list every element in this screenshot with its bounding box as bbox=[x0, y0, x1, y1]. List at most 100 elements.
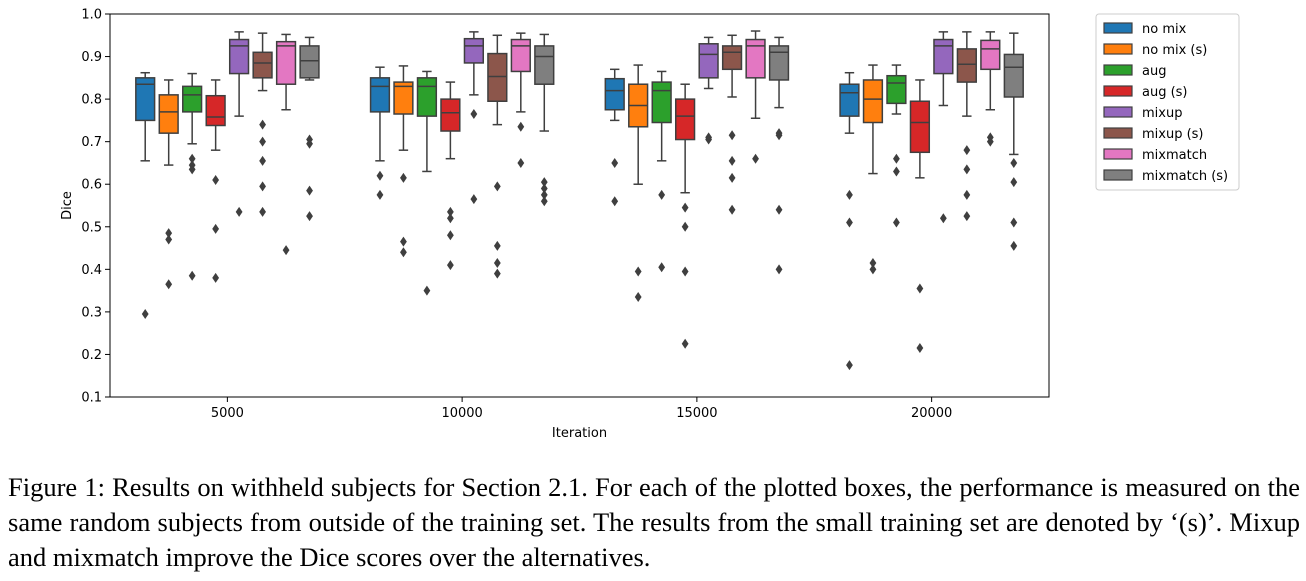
outlier-point bbox=[165, 279, 173, 290]
outlier-point bbox=[963, 145, 971, 156]
outlier-point bbox=[681, 338, 689, 349]
outlier-point bbox=[634, 266, 642, 277]
x-tick-label: 5000 bbox=[211, 406, 244, 421]
legend-label: mixmatch (s) bbox=[1142, 169, 1228, 184]
y-tick-label: 0.3 bbox=[81, 305, 102, 320]
box-aug-s--10000 bbox=[440, 98, 461, 132]
outlier-point bbox=[634, 291, 642, 302]
outlier-point bbox=[188, 153, 196, 164]
outlier-point bbox=[1010, 177, 1018, 188]
box-mixmatch-5000 bbox=[275, 40, 297, 85]
outlier-point bbox=[259, 181, 266, 192]
outlier-point bbox=[681, 266, 689, 277]
outlier-point bbox=[188, 164, 196, 175]
box-no-mix-s--5000 bbox=[158, 94, 179, 134]
outlier-point bbox=[446, 230, 454, 241]
y-axis-label: Dice bbox=[60, 191, 75, 220]
outlier-point bbox=[705, 134, 713, 145]
outlier-point bbox=[376, 170, 384, 181]
outlier-point bbox=[165, 228, 173, 239]
box-aug-15000 bbox=[651, 81, 672, 124]
outlier-point bbox=[493, 181, 501, 192]
box-aug-s--20000 bbox=[909, 100, 931, 154]
outlier-point bbox=[658, 189, 666, 200]
legend-swatch bbox=[1103, 169, 1133, 181]
outlier-point bbox=[493, 268, 501, 279]
box-mixmatch-s--20000 bbox=[1003, 53, 1024, 98]
outlier-point bbox=[235, 206, 243, 217]
box-mixup-10000 bbox=[463, 37, 485, 64]
outlier-point bbox=[517, 157, 525, 168]
box-mixup-s--20000 bbox=[956, 48, 977, 83]
outlier-point bbox=[939, 213, 947, 224]
outlier-point bbox=[893, 153, 900, 164]
outlier-point bbox=[963, 164, 971, 175]
box-aug-20000 bbox=[886, 74, 907, 105]
legend-label: mixmatch bbox=[1142, 148, 1207, 163]
outlier-point bbox=[259, 206, 266, 217]
outlier-point bbox=[165, 234, 173, 245]
outlier-point bbox=[446, 260, 454, 271]
outlier-point bbox=[986, 136, 994, 147]
outlier-point bbox=[376, 189, 384, 200]
outlier-point bbox=[212, 272, 220, 283]
box-mixmatch-s--10000 bbox=[534, 45, 555, 85]
outlier-point bbox=[446, 206, 454, 217]
legend-frame bbox=[1095, 13, 1240, 191]
legend-label: mixup bbox=[1142, 106, 1182, 121]
outlier-point bbox=[540, 189, 548, 200]
outlier-point bbox=[306, 185, 313, 196]
outlier-point bbox=[282, 245, 290, 256]
box-mixmatch-20000 bbox=[980, 39, 1001, 71]
box-mixup-s--5000 bbox=[252, 51, 273, 79]
y-tick-label: 0.8 bbox=[81, 93, 102, 108]
x-tick-label: 15000 bbox=[676, 406, 717, 421]
outlier-point bbox=[869, 257, 877, 268]
outlier-point bbox=[846, 360, 853, 371]
box-mixmatch-15000 bbox=[745, 38, 766, 79]
outlier-point bbox=[400, 236, 407, 247]
box-no-mix-s--20000 bbox=[862, 79, 884, 124]
outlier-point bbox=[681, 221, 689, 232]
outlier-point bbox=[423, 285, 431, 296]
plot-frame bbox=[109, 13, 1050, 398]
outlier-point bbox=[611, 157, 619, 168]
box-mixup-20000 bbox=[933, 38, 954, 75]
outlier-point bbox=[916, 283, 924, 294]
outlier-point bbox=[212, 223, 220, 234]
legend-swatch bbox=[1103, 148, 1133, 160]
outlier-point bbox=[916, 343, 924, 354]
y-tick-label: 0.7 bbox=[81, 135, 102, 150]
outlier-point bbox=[400, 247, 407, 258]
dice-boxplot-chart: 0.1 0.2 0.3 0.4 0.5 0.6 0.7 0.8 0.9 1.0 5000 10000 1… bbox=[60, 8, 1240, 441]
box-aug-s--5000 bbox=[205, 94, 226, 127]
y-tick-label: 0.2 bbox=[81, 348, 102, 363]
box-mixup-15000 bbox=[698, 43, 719, 79]
x-tick-label: 10000 bbox=[441, 406, 482, 421]
outlier-point bbox=[775, 130, 783, 141]
outlier-point bbox=[728, 172, 736, 183]
legend-swatch bbox=[1103, 43, 1133, 55]
y-tick-label: 0.1 bbox=[81, 391, 102, 406]
outlier-point bbox=[681, 202, 689, 213]
outlier-point bbox=[188, 270, 196, 281]
outlier-point bbox=[846, 217, 853, 228]
outlier-point bbox=[963, 189, 971, 200]
legend-label: no mix (s) bbox=[1142, 43, 1207, 58]
x-axis-label: Iteration bbox=[552, 426, 607, 441]
y-tick-label: 0.4 bbox=[81, 263, 102, 278]
box-mixmatch-10000 bbox=[510, 38, 531, 73]
box-no-mix-15000 bbox=[604, 77, 625, 111]
box-no-mix-s--10000 bbox=[393, 81, 414, 115]
box-no-mix-5000 bbox=[135, 77, 156, 122]
box-aug-5000 bbox=[182, 85, 203, 113]
outlier-point bbox=[540, 183, 548, 194]
outlier-point bbox=[259, 136, 266, 147]
legend-label: no mix bbox=[1142, 22, 1187, 37]
y-tick-label: 1.0 bbox=[81, 8, 102, 23]
outlier-point bbox=[446, 213, 454, 224]
outlier-point bbox=[611, 196, 619, 207]
legend-swatch bbox=[1103, 22, 1133, 34]
outlier-point bbox=[728, 204, 736, 215]
x-tick-label: 20000 bbox=[911, 406, 952, 421]
